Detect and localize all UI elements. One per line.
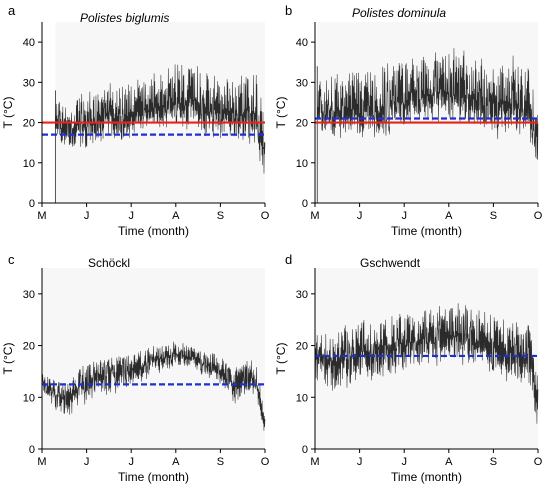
y-tick-label: 30 xyxy=(296,289,308,301)
x-tick-label: M xyxy=(37,210,46,222)
y-tick-label: 0 xyxy=(29,444,35,456)
y-tick-label: 0 xyxy=(302,444,308,456)
temperature-series xyxy=(55,64,266,174)
x-tick-label: A xyxy=(445,210,453,222)
y-tick-label: 10 xyxy=(23,392,35,404)
x-tick-label: J xyxy=(84,210,90,222)
x-tick-label: J xyxy=(401,456,407,468)
panel-title: Gschwendt xyxy=(360,256,421,270)
temperature-series xyxy=(316,48,539,160)
x-tick-label: M xyxy=(37,456,46,468)
x-axis-title: Time (month) xyxy=(118,470,189,484)
panel-letter: a xyxy=(8,3,16,18)
x-axis-title: Time (month) xyxy=(391,470,462,484)
panel-letter: b xyxy=(285,3,292,18)
y-tick-label: 10 xyxy=(296,392,308,404)
x-tick-label: A xyxy=(172,210,180,222)
panel-title: Polistes dominula xyxy=(352,6,446,20)
x-axis-title: Time (month) xyxy=(391,224,462,238)
y-tick-label: 30 xyxy=(23,289,35,301)
y-tick-label: 30 xyxy=(296,77,308,89)
y-tick-label: 20 xyxy=(296,341,308,353)
y-tick-label: 0 xyxy=(302,198,308,210)
panel-a: 0 10 20 30 40 M J J A S O Time (month) T (°C) a Polist… xyxy=(1,3,270,238)
y-axis-title: T (°C) xyxy=(274,343,288,375)
x-tick-label: J xyxy=(401,210,407,222)
y-tick-label: 30 xyxy=(23,77,35,89)
x-tick-label: A xyxy=(172,456,180,468)
panel-d: 0 10 20 30 M J J A S O Time (month) T (°C) d Gschwend… xyxy=(274,252,543,484)
x-tick-label: O xyxy=(534,456,543,468)
panel-letter: d xyxy=(285,252,292,267)
x-tick-label: S xyxy=(217,210,224,222)
x-axis-title: Time (month) xyxy=(118,224,189,238)
panel-c: 0 10 20 30 M J J A S O Time (month) T (°C) c Schöckl xyxy=(1,252,270,484)
y-tick-label: 0 xyxy=(29,198,35,210)
x-tick-label: A xyxy=(445,456,453,468)
x-tick-label: J xyxy=(357,456,363,468)
x-tick-label: J xyxy=(128,210,134,222)
x-tick-label: J xyxy=(357,210,363,222)
y-tick-label: 40 xyxy=(296,37,308,49)
panel-title: Schöckl xyxy=(88,256,130,270)
y-tick-label: 20 xyxy=(296,118,308,130)
y-axis-title: T (°C) xyxy=(274,97,288,129)
temperature-series xyxy=(41,341,266,431)
x-tick-label: M xyxy=(310,456,319,468)
y-tick-label: 40 xyxy=(23,37,35,49)
y-axis-title: T (°C) xyxy=(1,343,15,375)
x-tick-label: O xyxy=(261,456,270,468)
x-tick-label: S xyxy=(490,456,497,468)
panel-title: Polistes biglumis xyxy=(80,11,169,25)
x-tick-label: S xyxy=(490,210,497,222)
x-tick-label: J xyxy=(128,456,134,468)
y-tick-label: 10 xyxy=(296,158,308,170)
y-tick-label: 20 xyxy=(23,118,35,130)
x-tick-label: S xyxy=(217,456,224,468)
y-tick-label: 10 xyxy=(23,158,35,170)
x-tick-label: J xyxy=(84,456,90,468)
x-tick-label: O xyxy=(534,210,543,222)
y-axis-title: T (°C) xyxy=(1,97,15,129)
panel-b: 0 10 20 30 40 M J J A S O Time (month) T (°C) b Polist… xyxy=(274,3,543,238)
y-tick-label: 20 xyxy=(23,341,35,353)
x-tick-label: M xyxy=(310,210,319,222)
x-tick-label: O xyxy=(261,210,270,222)
panel-letter: c xyxy=(8,252,15,267)
